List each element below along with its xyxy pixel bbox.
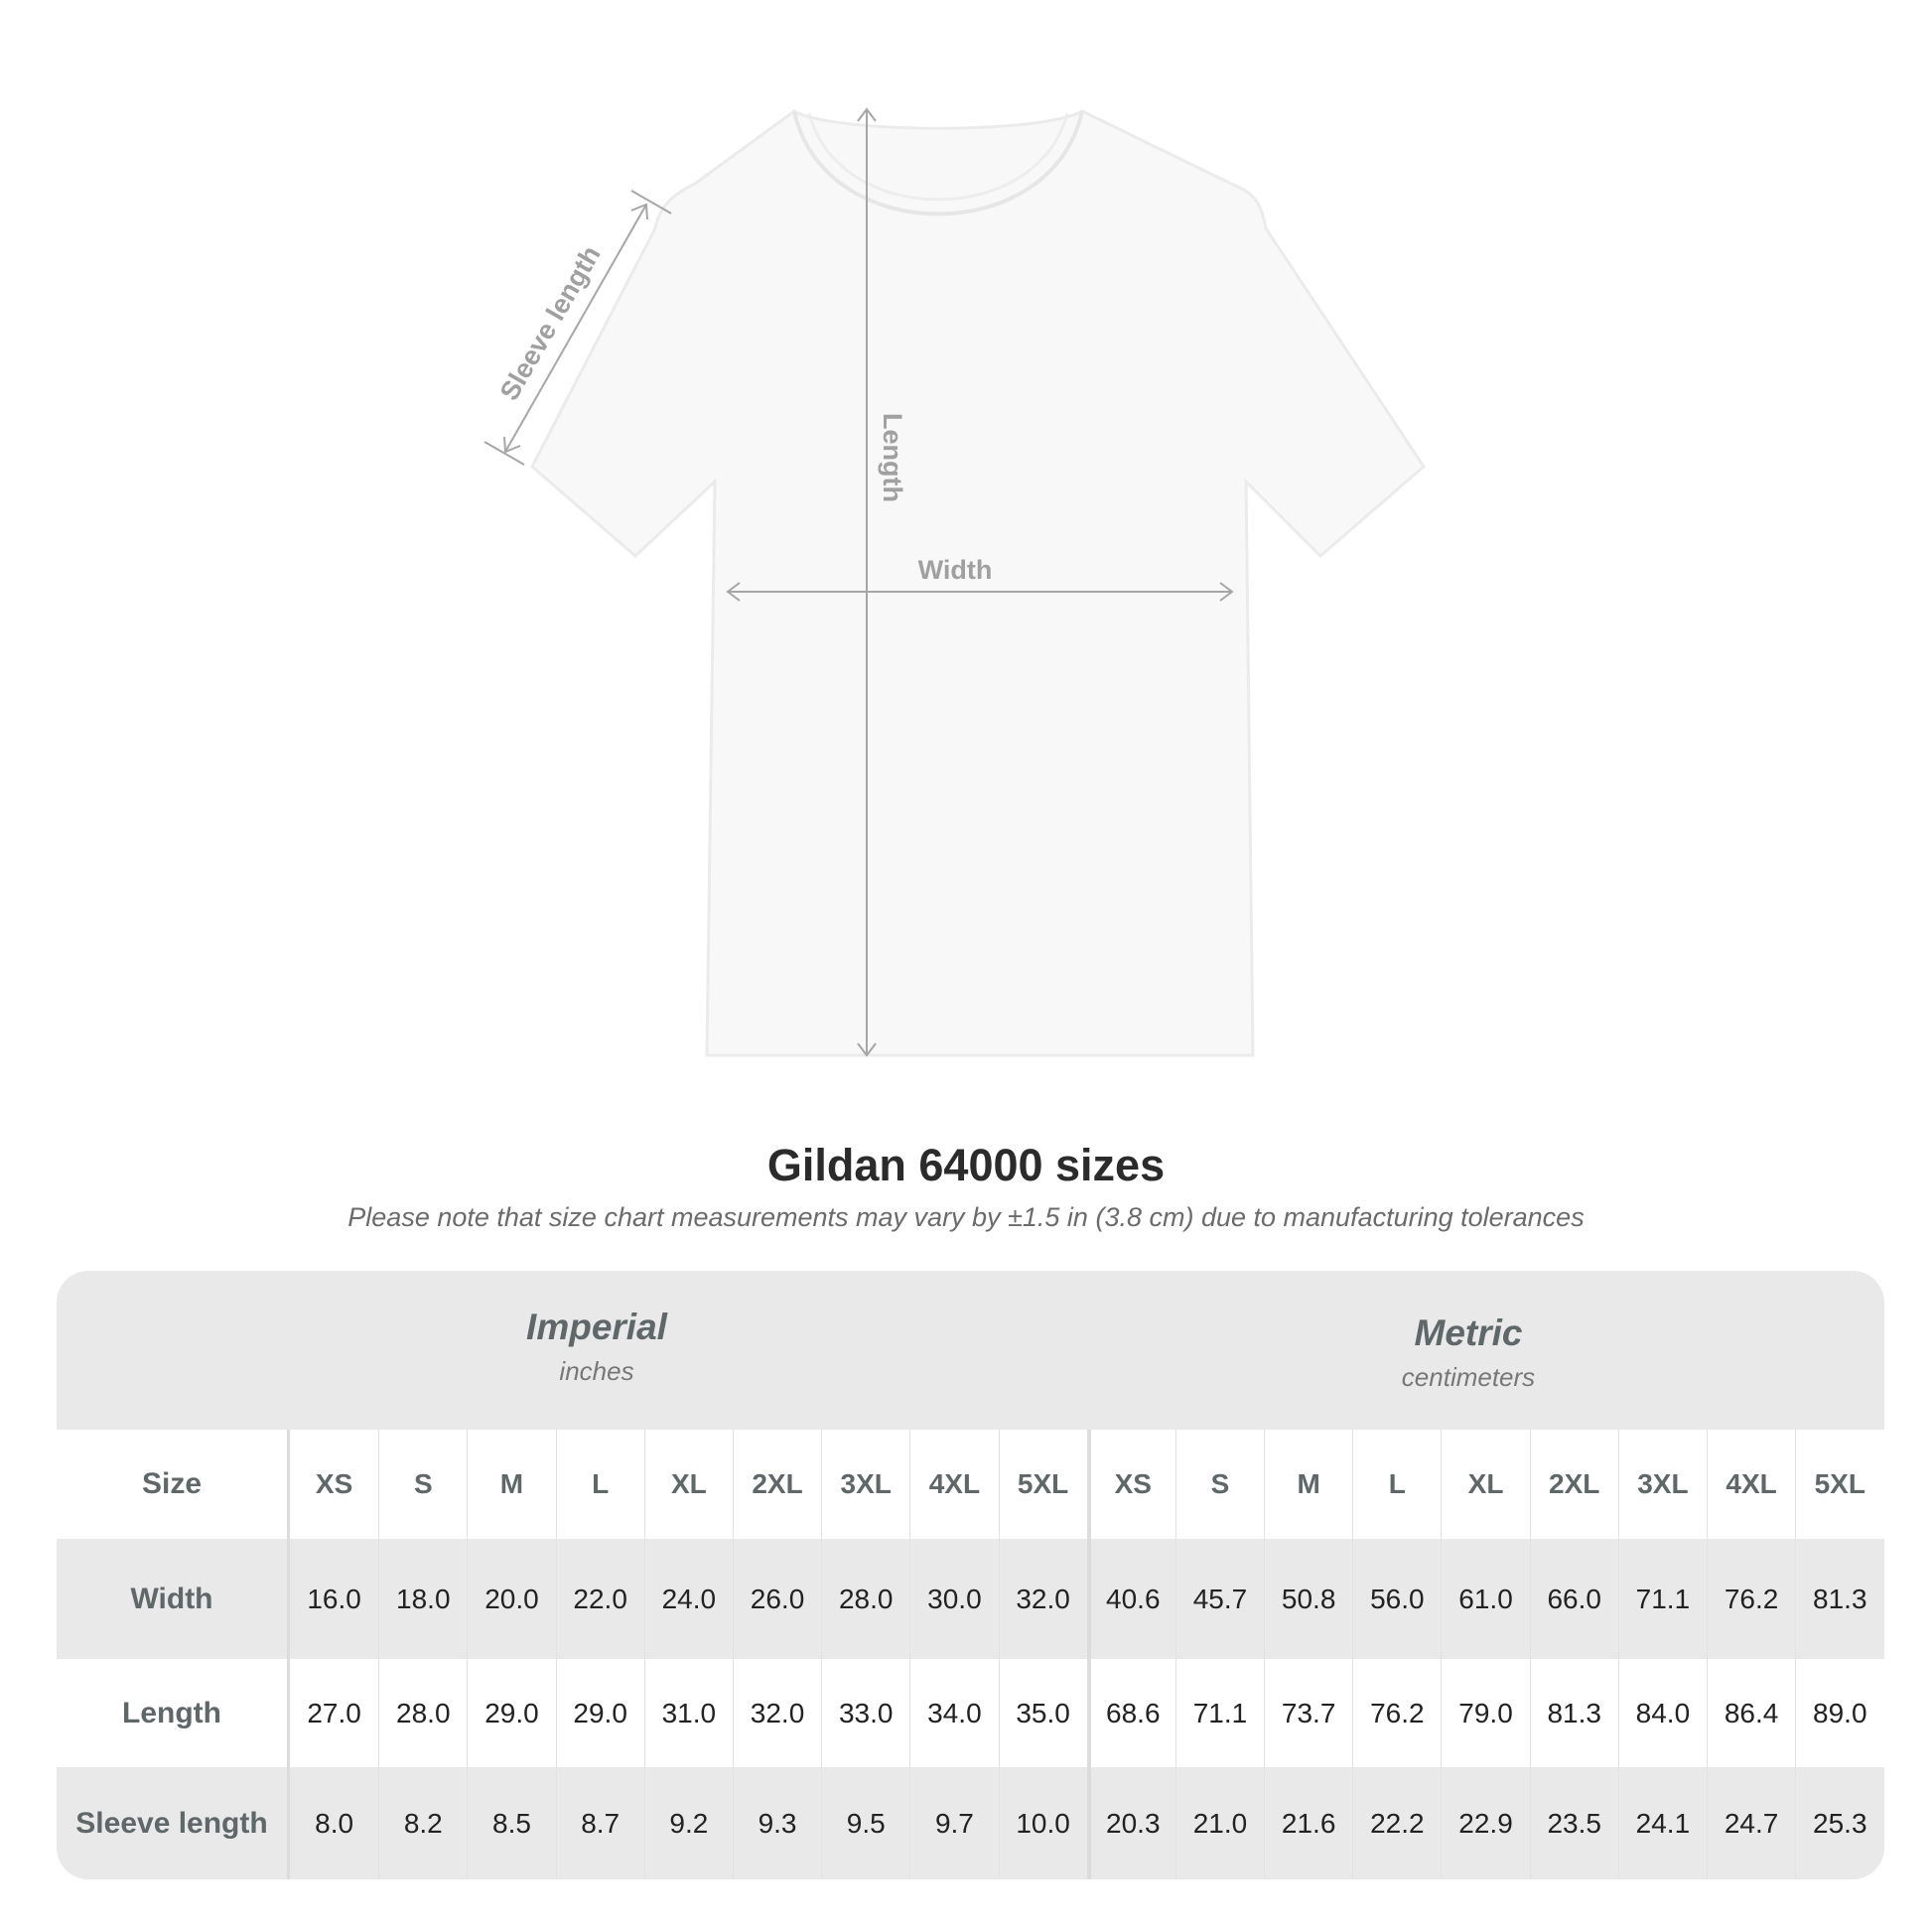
size-header-cell: S xyxy=(378,1430,467,1539)
table-cell: 8.5 xyxy=(467,1767,555,1879)
table-cell: 56.0 xyxy=(1352,1539,1441,1659)
size-header-cell: S xyxy=(1174,1430,1264,1539)
table-cell: 76.2 xyxy=(1707,1539,1795,1659)
size-header-cell: XL xyxy=(643,1430,733,1539)
table-cell: 21.6 xyxy=(1264,1767,1352,1879)
table-cell: 25.3 xyxy=(1795,1767,1883,1879)
row-label: Sleeve length xyxy=(57,1767,290,1879)
table-cell: 45.7 xyxy=(1174,1539,1264,1659)
table-row: Length 27.0 28.0 29.0 29.0 31.0 32.0 33.0 34.0 35… xyxy=(57,1659,1884,1767)
table-cell: 22.2 xyxy=(1352,1767,1441,1879)
table-cell: 35.0 xyxy=(998,1659,1087,1767)
row-label: Width xyxy=(57,1539,290,1659)
table-cell: 24.0 xyxy=(643,1539,733,1659)
table-cell: 29.0 xyxy=(555,1659,644,1767)
size-header-cell: 4XL xyxy=(909,1430,998,1539)
table-cell: 9.2 xyxy=(643,1767,733,1879)
table-cell: 8.7 xyxy=(555,1767,644,1879)
table-cell: 73.7 xyxy=(1264,1659,1352,1767)
table-cell: 22.0 xyxy=(555,1539,644,1659)
table-cell: 9.7 xyxy=(909,1767,998,1879)
imperial-unit: inches xyxy=(559,1356,634,1386)
table-cell: 9.5 xyxy=(821,1767,909,1879)
table-cell: 20.3 xyxy=(1086,1767,1175,1879)
size-header-cell: 4XL xyxy=(1707,1430,1795,1539)
size-table: Imperial inches Metric centimeters Size X… xyxy=(57,1271,1884,1879)
table-cell: 68.6 xyxy=(1086,1659,1175,1767)
size-header-cell: 3XL xyxy=(1617,1430,1707,1539)
table-cell: 32.0 xyxy=(998,1539,1087,1659)
table-cell: 86.4 xyxy=(1707,1659,1795,1767)
table-cell: 24.1 xyxy=(1617,1767,1707,1879)
table-cell: 31.0 xyxy=(643,1659,733,1767)
table-cell: 34.0 xyxy=(909,1659,998,1767)
table-cell: 84.0 xyxy=(1617,1659,1707,1767)
table-cell: 29.0 xyxy=(467,1659,555,1767)
table-cell: 26.0 xyxy=(732,1539,821,1659)
size-header-cell: M xyxy=(1264,1430,1352,1539)
tshirt-image xyxy=(530,109,1426,1057)
table-cell: 28.0 xyxy=(378,1659,467,1767)
table-cell: 89.0 xyxy=(1795,1659,1883,1767)
table-cell: 40.6 xyxy=(1086,1539,1175,1659)
table-cell: 32.0 xyxy=(732,1659,821,1767)
size-header-cell: 3XL xyxy=(821,1430,909,1539)
size-header-cell: XL xyxy=(1441,1430,1529,1539)
tshirt-diagram: Length Width Sleeve length xyxy=(483,107,1426,1057)
table-cell: 20.0 xyxy=(467,1539,555,1659)
table-cell: 50.8 xyxy=(1264,1539,1352,1659)
table-cell: 66.0 xyxy=(1529,1539,1618,1659)
size-header-cell: XS xyxy=(1086,1430,1175,1539)
table-cell: 76.2 xyxy=(1352,1659,1441,1767)
table-cell: 10.0 xyxy=(998,1767,1087,1879)
page-title: Gildan 64000 sizes xyxy=(766,1140,1166,1190)
table-cell: 22.9 xyxy=(1441,1767,1529,1879)
size-header-cell: 2XL xyxy=(732,1430,821,1539)
row-label: Size xyxy=(57,1430,290,1539)
table-cell: 33.0 xyxy=(821,1659,909,1767)
row-label: Length xyxy=(57,1659,290,1767)
size-header-cell: L xyxy=(555,1430,644,1539)
table-cell: 27.0 xyxy=(307,1697,361,1728)
table-cell: 79.0 xyxy=(1441,1659,1529,1767)
table-cell: 71.1 xyxy=(1617,1539,1707,1659)
table-cell: 8.0 xyxy=(315,1807,354,1839)
table-cell: 81.3 xyxy=(1529,1659,1618,1767)
table-row: Width 16.0 18.0 20.0 22.0 24.0 26.0 28.0 30.0 32.… xyxy=(57,1539,1884,1659)
table-cell: 30.0 xyxy=(909,1539,998,1659)
tolerance-note: Please note that size chart measurements… xyxy=(347,1202,1585,1232)
metric-header: Metric centimeters xyxy=(1171,1312,1766,1393)
size-header-cell: M xyxy=(467,1430,555,1539)
size-header-cell: XS xyxy=(315,1468,353,1499)
imperial-header: Imperial inches xyxy=(299,1307,895,1387)
size-header-row: Size XS S M L XL 2XL 3XL 4XL 5XL XS S M L XL 2XL 3XL 4XL 5… xyxy=(57,1430,1884,1539)
size-header-cell: L xyxy=(1352,1430,1441,1539)
table-cell: 8.2 xyxy=(378,1767,467,1879)
table-cell: 81.3 xyxy=(1795,1539,1883,1659)
table-cell: 18.0 xyxy=(378,1539,467,1659)
table-cell: 21.0 xyxy=(1174,1767,1264,1879)
size-header-cell: 5XL xyxy=(1795,1430,1883,1539)
size-header-cell: 2XL xyxy=(1529,1430,1618,1539)
imperial-title: Imperial xyxy=(526,1307,667,1347)
table-cell: 71.1 xyxy=(1174,1659,1264,1767)
table-cell: 16.0 xyxy=(307,1583,361,1614)
table-cell: 28.0 xyxy=(821,1539,909,1659)
table-cell: 23.5 xyxy=(1529,1767,1618,1879)
metric-title: Metric xyxy=(1414,1312,1523,1353)
metric-unit: centimeters xyxy=(1401,1362,1536,1392)
unit-header: Imperial inches Metric centimeters xyxy=(57,1271,1884,1430)
table-cell: 61.0 xyxy=(1441,1539,1529,1659)
table-cell: 24.7 xyxy=(1707,1767,1795,1879)
width-label: Width xyxy=(918,555,993,585)
table-cell: 9.3 xyxy=(732,1767,821,1879)
table-row: Sleeve length 8.0 8.2 8.5 8.7 9.2 9.3 9.5 9.7 10.… xyxy=(57,1767,1884,1879)
length-label: Length xyxy=(878,413,907,502)
size-header-cell: 5XL xyxy=(998,1430,1087,1539)
